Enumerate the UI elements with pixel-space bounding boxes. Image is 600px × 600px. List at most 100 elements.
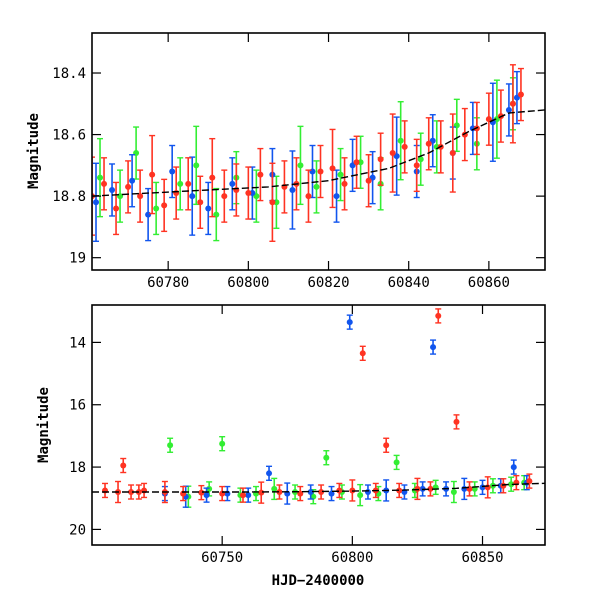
- bottom-ytick-label: 16: [69, 398, 86, 414]
- top-blue-point: [309, 168, 316, 175]
- bottom-xlabel: HJD−2400000: [272, 573, 365, 589]
- top-red-point: [221, 193, 228, 200]
- bottom-red-point: [276, 489, 283, 496]
- bottom-green-point: [357, 492, 364, 499]
- top-red-point: [329, 165, 336, 172]
- top-blue-point: [205, 205, 212, 212]
- bottom-xtick-label: 60850: [461, 550, 503, 566]
- bottom-green-point: [450, 489, 457, 496]
- top-ytick-label: 18.6: [52, 128, 86, 144]
- top-green-point: [297, 162, 304, 169]
- top-green-point: [397, 137, 404, 144]
- top-red-point: [485, 116, 492, 123]
- bottom-blue-point: [364, 489, 371, 496]
- bottom-red-point: [240, 492, 246, 499]
- top-green-point: [337, 171, 344, 178]
- top-red-point: [305, 193, 312, 200]
- top-red-point: [353, 159, 360, 166]
- top-green-point: [193, 162, 200, 169]
- top-blue-point: [93, 199, 100, 206]
- bottom-frame: [91, 304, 546, 546]
- top-green-point: [417, 156, 424, 163]
- bottom-green-point: [219, 440, 226, 447]
- top-red-point: [517, 91, 524, 98]
- bottom-blue-point: [328, 490, 335, 497]
- bottom-ytick-label: 20: [69, 522, 86, 538]
- top-red-point: [389, 150, 396, 157]
- bottom-red-point: [500, 482, 507, 489]
- bottom-blue-point: [203, 492, 210, 499]
- top-blue-point: [145, 211, 152, 218]
- top-red-point: [425, 140, 432, 147]
- top-blue-point: [505, 106, 512, 113]
- bottom-axes: 60750 60800 60850 14 16 18 20: [69, 305, 545, 566]
- bottom-ytick-label: 18: [69, 460, 86, 476]
- bottom-blue-point: [479, 484, 486, 491]
- bottom-blue-point: [307, 489, 314, 496]
- bottom-red-point: [336, 487, 343, 494]
- bottom-green-point: [206, 485, 213, 492]
- top-blue-point: [229, 180, 236, 187]
- bottom-xtick-label: 60800: [331, 550, 373, 566]
- bottom-ytick-label: 14: [69, 335, 86, 351]
- top-red-point: [161, 202, 168, 209]
- top-blue-point: [109, 186, 116, 193]
- top-xtick-label: 60780: [147, 275, 189, 291]
- top-red-point: [101, 180, 108, 187]
- top-ytick-label: 19: [69, 251, 86, 267]
- top-red-point: [185, 180, 192, 187]
- top-red-point: [365, 177, 372, 184]
- top-xtick-label: 60800: [227, 275, 269, 291]
- top-blue-point: [333, 193, 340, 200]
- bottom-red-point: [359, 350, 366, 357]
- top-blue-point: [129, 177, 136, 184]
- bottom-red-point: [526, 478, 533, 485]
- top-model-curve: [92, 109, 545, 197]
- top-red-point: [149, 171, 156, 178]
- bottom-red-point: [258, 489, 265, 496]
- top-red-point: [125, 183, 132, 190]
- top-panel: 60780 60800 60820 60840 6086018.418.618.819 …: [26, 32, 546, 291]
- bottom-ylabel: Magnitude: [36, 387, 52, 463]
- top-red-point: [413, 162, 420, 169]
- bottom-blue-point: [461, 485, 468, 492]
- bottom-green-point: [508, 481, 515, 488]
- top-ytick-label: 18.8: [52, 189, 86, 205]
- top-red-point: [245, 190, 252, 197]
- bottom-green-point: [310, 493, 317, 500]
- top-blue-point: [189, 193, 196, 200]
- bottom-blue-point: [266, 470, 273, 477]
- top-red-point: [137, 193, 144, 200]
- bottom-red-point: [427, 485, 434, 492]
- bottom-red-point: [128, 489, 135, 496]
- bottom-panel: 60750 60800 60850 14 16 18 20 Magnitude HJD−24…: [36, 304, 546, 589]
- top-red-point: [197, 199, 204, 206]
- top-ylabel: Magnitude: [26, 113, 42, 189]
- top-xtick-label: 60840: [388, 275, 430, 291]
- bottom-green-point: [393, 459, 400, 466]
- bottom-blue-point: [346, 319, 353, 326]
- bottom-red-point: [435, 312, 442, 319]
- top-green-point: [313, 183, 320, 190]
- top-red-point: [269, 199, 276, 206]
- bottom-red-point: [466, 485, 473, 492]
- top-xtick-label: 60820: [307, 275, 349, 291]
- bottom-green-point: [323, 454, 330, 461]
- bottom-red-point: [453, 418, 460, 425]
- top-red-point: [317, 168, 324, 175]
- top-green-point: [153, 205, 160, 212]
- bottom-red-point: [198, 489, 205, 496]
- top-red-point: [257, 171, 264, 178]
- bottom-plot-area: [92, 308, 545, 508]
- bottom-red-point: [318, 489, 325, 496]
- top-green-point: [97, 174, 104, 181]
- bottom-red-point: [414, 485, 421, 492]
- top-ytick-label: 18.4: [52, 66, 86, 82]
- bottom-blue-point: [430, 344, 437, 351]
- bottom-red-point: [396, 487, 403, 494]
- top-xtick-label: 60860: [468, 275, 510, 291]
- top-red-point: [449, 150, 456, 157]
- top-red-point: [341, 180, 348, 187]
- bottom-xtick-label: 60750: [201, 550, 243, 566]
